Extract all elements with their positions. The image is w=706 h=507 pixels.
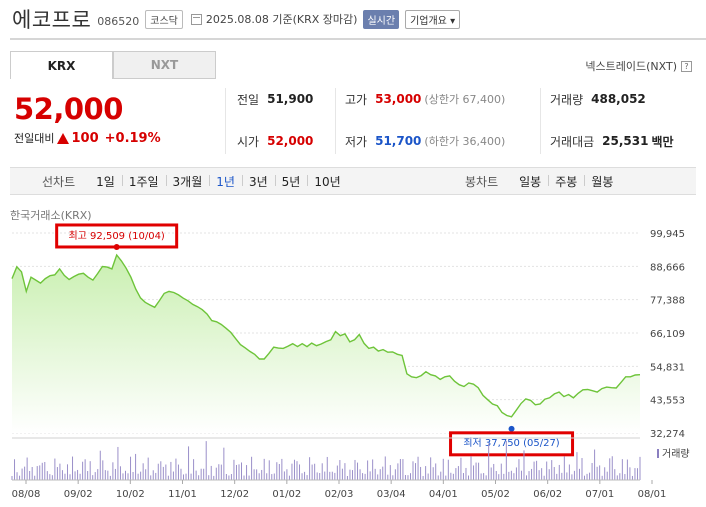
candle-option[interactable]: 일봉 [519, 174, 542, 189]
stat-amount: 거래대금 25,531 백만 [540, 133, 695, 150]
change-percent: +0.19% [104, 130, 161, 146]
period-option[interactable]: 3개월 [165, 173, 210, 190]
period-option[interactable]: 1년 [209, 173, 242, 190]
stat-label: 시가 [237, 134, 260, 149]
stat-volume: 거래량 488,052 [540, 91, 695, 108]
stats-row: 전일 51,900 고가 53,000 (상한가 67,400) 거래량 488,052 [225, 88, 695, 110]
help-icon[interactable]: ? [681, 60, 692, 72]
change-label: 전일대비 [14, 132, 55, 145]
max-highlight-box [55, 223, 179, 249]
stat-label: 거래대금 [550, 134, 595, 149]
chart-toolbar: 선차트 1일 1주일 3개월 1년 3년 5년 10년 봉차트 일봉 주봉 월봉 [10, 167, 696, 195]
period-option[interactable]: 10년 [307, 173, 347, 190]
stat-unit: 백만 [651, 134, 674, 149]
stat-sub: (상한가 67,400) [424, 93, 506, 106]
stat-value: 52,000 [267, 134, 314, 148]
x-tick-label: 10/02 [116, 489, 145, 500]
period-option[interactable]: 5년 [274, 173, 308, 190]
realtime-button[interactable]: 실시간 [363, 9, 400, 29]
candle-selector: 봉차트 일봉 주봉 월봉 [465, 173, 620, 190]
candle-option[interactable]: 주봉 [548, 173, 584, 190]
x-tick-label: 07/01 [585, 489, 614, 500]
x-tick-label: 04/01 [429, 489, 458, 500]
stock-name: 에코프로 [12, 8, 92, 32]
stat-label: 거래량 [550, 92, 584, 107]
x-tick-label: 01/02 [272, 489, 301, 500]
header-divider [10, 38, 706, 40]
stat-prev: 전일 51,900 [225, 91, 335, 108]
y-tick-label: 77,388 [650, 296, 685, 307]
stat-value: 51,700 [375, 134, 422, 148]
price-change: 전일대비 100 +0.19% [14, 130, 161, 146]
market-badge: 코스닥 [145, 9, 183, 29]
chart-source: 한국거래소(KRX) [10, 209, 92, 222]
y-tick-label: 32,274 [650, 429, 685, 440]
stat-label: 고가 [345, 92, 368, 107]
x-tick-label: 08/08 [12, 489, 41, 500]
stats-table: 전일 51,900 고가 53,000 (상한가 67,400) 거래량 488,052… [225, 88, 695, 152]
price-area [12, 255, 640, 433]
period-option[interactable]: 1주일 [121, 173, 166, 190]
calendar-icon [190, 13, 202, 25]
stats-divider [540, 88, 541, 154]
chevron-down-icon: ▾ [450, 15, 456, 27]
stats-divider [335, 88, 336, 154]
volume-legend-swatch [657, 449, 659, 458]
y-tick-label: 88,666 [650, 262, 685, 273]
period-selector: 1일 1주일 3개월 1년 3년 5년 10년 [89, 173, 348, 190]
stat-open: 시가 52,000 [225, 133, 335, 150]
stats-divider [225, 88, 226, 154]
x-tick-label: 12/02 [220, 489, 249, 500]
period-option[interactable]: 1일 [96, 174, 115, 189]
min-highlight-box [449, 431, 575, 457]
volume-legend: 거래량 [662, 448, 690, 460]
candle-option[interactable]: 월봉 [584, 173, 620, 190]
stat-high: 고가 53,000 (상한가 67,400) [335, 91, 540, 108]
y-tick-label: 66,109 [650, 329, 685, 340]
company-overview-button[interactable]: 기업개요 ▾ [405, 9, 461, 29]
x-tick-label: 06/02 [533, 489, 562, 500]
change-value: 100 [71, 130, 99, 146]
y-tick-label: 54,831 [650, 362, 685, 373]
x-tick-label: 02/03 [325, 489, 354, 500]
stat-sub: (하한가 36,400) [424, 135, 506, 148]
current-price: 52,000 [14, 92, 123, 126]
up-arrow-icon [57, 132, 70, 144]
stat-low: 저가 51,700 (하한가 36,400) [335, 133, 540, 150]
stat-label: 저가 [345, 134, 368, 149]
stat-value: 51,900 [267, 92, 314, 106]
stat-value: 53,000 [375, 92, 422, 106]
min-marker [508, 425, 515, 432]
nextrade-info[interactable]: 넥스트레이드(NXT) ? [585, 58, 692, 74]
stock-code: 086520 [97, 14, 140, 28]
stock-header: 에코프로 086520 코스닥 2025.08.08 기준(KRX 장마감) 실… [12, 4, 461, 34]
period-option[interactable]: 3년 [241, 173, 275, 190]
tab-nxt[interactable]: NXT [113, 51, 216, 79]
company-overview-label: 기업개요 [410, 15, 447, 27]
y-tick-label: 99,945 [650, 229, 685, 240]
x-tick-label: 09/02 [64, 489, 93, 500]
y-tick-label: 43,553 [650, 396, 685, 407]
candle-chart-label: 봉차트 [465, 174, 499, 189]
tab-krx[interactable]: KRX [10, 51, 113, 79]
max-label: 최고 92,509 (10/04) [68, 230, 164, 242]
stat-label: 전일 [237, 92, 260, 107]
x-tick-label: 11/01 [168, 489, 197, 500]
line-chart-label: 선차트 [42, 174, 76, 189]
price-line [11, 253, 641, 418]
price-chart[interactable]: 99,945 88,666 77,388 66,109 54,831 43,553 32,2… [0, 220, 706, 507]
nextrade-label: 넥스트레이드(NXT) [585, 60, 677, 73]
stat-value: 25,531 [602, 134, 649, 148]
min-label: 최저 37,750 (05/27) [463, 437, 559, 449]
x-tick-label: 03/04 [377, 489, 406, 500]
x-tick-label: 08/01 [638, 489, 667, 500]
candle-options: 일봉 주봉 월봉 [512, 173, 620, 190]
quote-date: 2025.08.08 기준(KRX 장마감) [205, 13, 358, 26]
stats-row: 시가 52,000 저가 51,700 (하한가 36,400) 거래대금 25,531… [225, 130, 695, 152]
x-tick-label: 05/02 [481, 489, 510, 500]
stat-value: 488,052 [591, 92, 646, 106]
